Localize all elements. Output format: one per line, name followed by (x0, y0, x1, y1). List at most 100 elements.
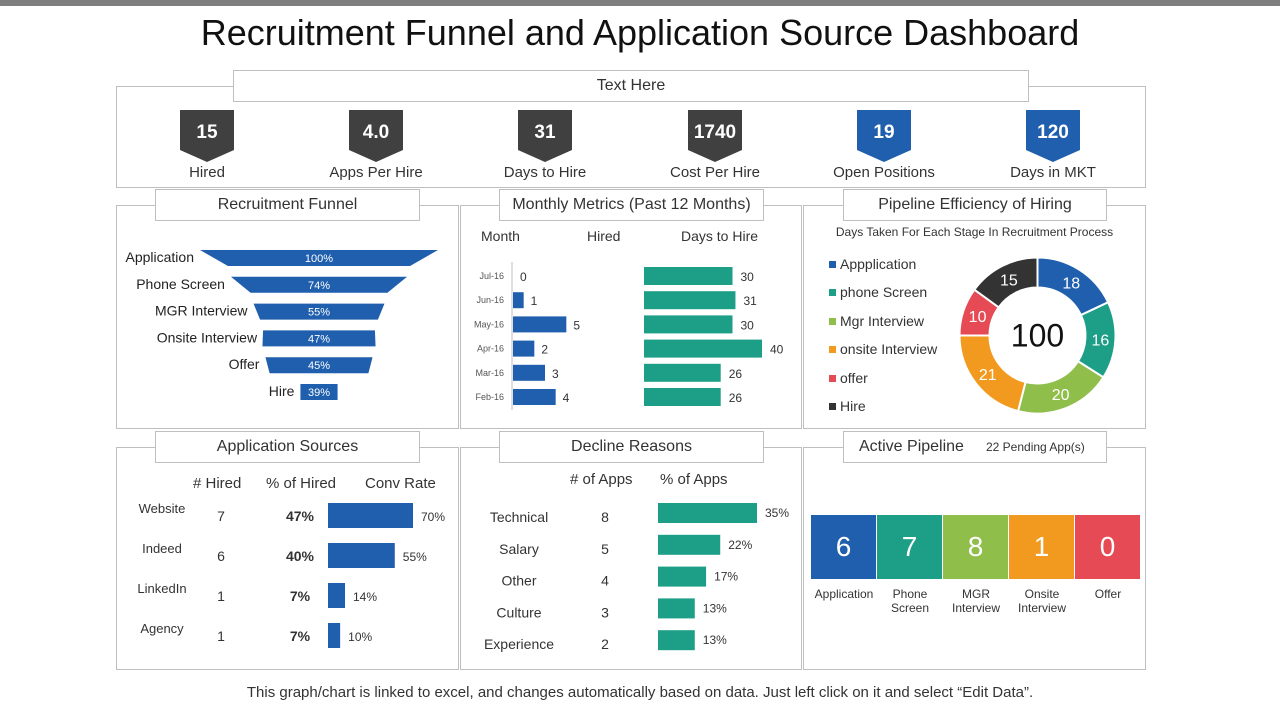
decline-bar (658, 534, 721, 555)
monthly-days-bar (644, 315, 733, 334)
active-stage-box: 6 (811, 515, 876, 579)
source-conv-bar (328, 623, 341, 648)
pipeline-eff-subtitle: Days Taken For Each Stage In Recruitment… (835, 225, 1114, 239)
donut-center-total: 100 (1011, 318, 1064, 354)
decline-pct-label: 22% (728, 538, 752, 552)
legend-swatch (829, 289, 836, 297)
kpi-badge-shape (349, 110, 403, 162)
kpi-value: 31 (534, 122, 556, 143)
funnel-stage-label: Onsite Interview (157, 329, 258, 345)
decline-reason: Technical (490, 509, 548, 525)
decline-apps: 2 (601, 636, 609, 652)
decline-apps: 5 (601, 541, 609, 557)
kpi-6: 120 Days in MKT (978, 110, 1128, 181)
active-stage-label: Onsite Interview (1017, 587, 1067, 615)
kpi-3: 31 Days to Hire (470, 110, 620, 181)
monthly-hired-value: 1 (531, 294, 538, 308)
decline-apps: 4 (601, 573, 609, 589)
monthly-days-value: 26 (729, 367, 743, 381)
decline-reason: Experience (484, 636, 554, 652)
funnel-chart: 100% Application 74% Phone Screen 55% MGR Int… (126, 249, 438, 400)
monthly-title: Monthly Metrics (Past 12 Months) (499, 189, 764, 221)
monthly-days-value: 30 (741, 318, 755, 332)
kpi-badge-shape (688, 110, 742, 162)
funnel-segment (230, 276, 408, 293)
kpi-label: Open Positions (833, 164, 935, 181)
kpi-2: 4.0 Apps Per Hire (301, 110, 451, 181)
source-name: LinkedIn (137, 581, 186, 596)
sources-panel (116, 447, 459, 670)
source-conv-label: 55% (403, 550, 427, 564)
kpi-value: 120 (1037, 122, 1069, 143)
kpi-panel-title: Text Here (233, 70, 1029, 102)
kpi-badge-icon: 15 (180, 110, 234, 162)
monthly-hired-value: 2 (541, 343, 548, 357)
kpi-badge-shape (180, 110, 234, 162)
decline-apps: 8 (601, 509, 609, 525)
legend-label: offer (840, 369, 868, 386)
decline-title: Decline Reasons (499, 431, 764, 463)
monthly-tick-label: Apr-16 (477, 344, 504, 354)
decline-bar (658, 598, 695, 619)
kpi-value: 1740 (694, 122, 736, 143)
source-name: Agency (140, 621, 184, 636)
kpi-value: 15 (196, 122, 218, 143)
funnel-stage-label: Offer (229, 356, 260, 372)
monthly-hired-value: 5 (573, 318, 580, 332)
pipeline-eff-donut: 18 16 20 21 10 15 100 (958, 256, 1117, 415)
kpi-label: Days to Hire (503, 164, 587, 181)
legend-label: Mgr Interview (840, 312, 925, 329)
active-stage-label: MGR Interview (951, 587, 1001, 615)
source-conv-label: 14% (353, 590, 377, 604)
funnel-pct-label: 39% (308, 387, 330, 399)
monthly-hired-value: 0 (520, 270, 527, 284)
kpi-value: 4.0 (363, 122, 389, 143)
monthly-days-bar (644, 363, 721, 382)
monthly-hired-value: 4 (563, 391, 570, 405)
donut-slice (972, 256, 1039, 309)
kpi-badge-icon: 4.0 (349, 110, 403, 162)
funnel-title: Recruitment Funnel (155, 189, 420, 221)
monthly-days-bar (644, 388, 721, 406)
decline-bar (658, 503, 757, 523)
pipeline-eff-title: Pipeline Efficiency of Hiring (843, 189, 1107, 221)
monthly-days-value: 31 (743, 294, 757, 308)
monthly-col-month: Month (481, 228, 520, 244)
legend-swatch (829, 374, 836, 382)
active-title: Active Pipeline (859, 438, 964, 455)
monthly-tick-label: Jun-16 (476, 295, 504, 305)
legend-label: phone Screen (840, 284, 928, 301)
monthly-days-value: 40 (770, 343, 784, 357)
donut-slice-label: 10 (969, 309, 987, 326)
legend-swatch (829, 346, 836, 354)
funnel-stage-label: Application (126, 249, 195, 265)
source-name: Website (139, 501, 186, 516)
kpi-badge-icon: 1740 (688, 110, 742, 162)
donut-slice-label: 18 (1062, 275, 1080, 292)
decline-pct-label: 17% (714, 570, 738, 584)
active-stage-box: 0 (1075, 515, 1140, 579)
legend-label: Appplication (840, 256, 917, 272)
monthly-hired-bar (513, 389, 556, 405)
active-title-box: Active Pipeline 22 Pending App(s) (843, 431, 1107, 463)
monthly-days-bar (644, 267, 733, 285)
monthly-col-days: Days to Hire (681, 228, 759, 244)
source-name: Indeed (142, 541, 182, 556)
source-pct: 7% (290, 588, 311, 604)
source-hired: 6 (217, 548, 225, 564)
funnel-segment (200, 250, 438, 266)
legend-swatch (829, 403, 836, 410)
sources-col-pct: % of Hired (266, 475, 337, 492)
legend-label: Hire (840, 398, 866, 414)
decline-col-apps: # of Apps (570, 471, 633, 488)
active-stage-box: 1 (1009, 515, 1074, 579)
footer-note: This graph/chart is linked to excel, and… (246, 684, 1034, 701)
top-accent-bar (0, 0, 1280, 6)
active-stage-label: Phone Screen (890, 587, 930, 615)
funnel-pct-label: 45% (308, 360, 330, 372)
decline-bar (658, 566, 707, 587)
funnel-segment (300, 384, 338, 400)
kpi-badge-icon: 120 (1026, 110, 1080, 162)
monthly-hired-bar (513, 364, 545, 381)
funnel-stage-label: Hire (269, 383, 295, 399)
